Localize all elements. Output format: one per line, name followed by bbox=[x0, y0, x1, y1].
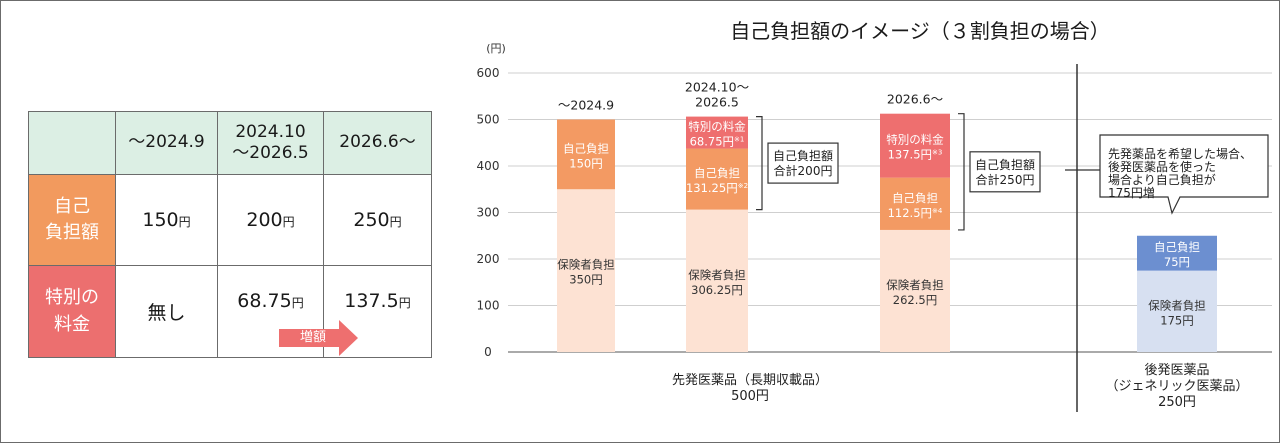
cell-unit: 円 bbox=[398, 296, 411, 310]
chart-title: 自己負担額のイメージ（３割負担の場合） bbox=[730, 19, 1110, 43]
segment-value: 350円 bbox=[569, 273, 602, 287]
bar-segment-generic_copay bbox=[1137, 235, 1217, 271]
segment-value: 75円 bbox=[1164, 255, 1190, 269]
cell-value: 150 bbox=[142, 209, 179, 231]
row-header-special-fee: 特別の 料金 bbox=[28, 265, 116, 358]
segment-label: 自己負担 bbox=[694, 166, 740, 180]
table-cell: 250円 bbox=[323, 174, 432, 266]
callout-bubble bbox=[1099, 134, 1269, 215]
y-tick-label: 200 bbox=[477, 252, 500, 266]
copay-chart: 自己負担額のイメージ（３割負担の場合） (円) 0 100 200 300 400 500 60… bbox=[477, 19, 1272, 412]
cell-value: 200 bbox=[246, 209, 283, 231]
bar-segment-special bbox=[880, 113, 950, 178]
table-row: 自己 負担額 150円 200円 250円 bbox=[28, 174, 432, 266]
bracket-line bbox=[958, 113, 965, 231]
bar-segment-insurer bbox=[686, 209, 748, 352]
total-label: 自己負担額合計250円 bbox=[975, 158, 1035, 187]
y-tick-label: 300 bbox=[477, 206, 500, 220]
cell-unit: 円 bbox=[178, 215, 191, 229]
bracket-line bbox=[756, 115, 763, 211]
column-header-text: 2024.10 ～2026.5 bbox=[232, 121, 309, 163]
segment-label: 自己負担 bbox=[892, 191, 938, 205]
bar-segment-copay bbox=[557, 119, 615, 190]
y-tick-label: 500 bbox=[477, 113, 500, 127]
table-row: 特別の 料金 無し 68.75円 137.5円 bbox=[28, 265, 432, 358]
segment-label: 保険者負担 bbox=[886, 278, 944, 292]
bar-segment-insurer bbox=[557, 189, 615, 352]
bar-top-label: 2026.6～ bbox=[887, 92, 943, 107]
cell-unit: 円 bbox=[389, 215, 402, 229]
bar-segment-insurer bbox=[880, 229, 950, 352]
segment-label: 特別の料金 bbox=[886, 133, 944, 147]
table-cell: 150円 bbox=[115, 174, 218, 266]
bar-segment-generic_insurer bbox=[1137, 270, 1217, 352]
comparison-table: ～2024.9 2024.10 ～2026.5 2026.6～ 自己 負担額 1… bbox=[28, 111, 432, 358]
segment-value: 262.5円 bbox=[893, 293, 937, 307]
cell-unit: 円 bbox=[282, 215, 295, 229]
table-cell: 200円 bbox=[217, 174, 324, 266]
callout-text: 先発薬品を希望した場合、後発医薬品を使った場合より自己負担が 175円増 bbox=[1108, 146, 1252, 200]
segment-value: 131.25円※2 bbox=[686, 181, 748, 195]
segment-value: 150円 bbox=[569, 156, 602, 170]
segment-label: 自己負担 bbox=[563, 141, 609, 155]
total-label: 自己負担額合計200円 bbox=[773, 149, 833, 178]
total-box bbox=[969, 151, 1041, 193]
y-axis-unit: (円) bbox=[486, 42, 506, 55]
y-tick-label: 100 bbox=[477, 299, 500, 313]
increase-arrow-icon bbox=[279, 320, 358, 356]
row-header-copay: 自己 負担額 bbox=[28, 174, 116, 266]
column-header: ～2024.9 bbox=[115, 111, 218, 175]
table-corner-cell bbox=[28, 111, 116, 175]
group-label: 先発医薬品（長期収載品） 500円 bbox=[672, 373, 828, 404]
cell-value: 無し bbox=[147, 302, 186, 324]
segment-label: 保険者負担 bbox=[557, 258, 615, 272]
bar-segment-special bbox=[686, 116, 748, 149]
table-cell: 無し bbox=[115, 265, 218, 358]
segment-value: 175円 bbox=[1160, 313, 1193, 327]
segment-value: 306.25円 bbox=[691, 283, 743, 297]
y-tick-label: 600 bbox=[477, 66, 500, 80]
bar-top-label: ～2024.9 bbox=[558, 98, 614, 113]
segment-value: 112.5円※4 bbox=[888, 206, 943, 220]
cell-value: 137.5 bbox=[344, 290, 399, 312]
increase-label: 増額 bbox=[299, 330, 326, 345]
column-header-text: 2026.6～ bbox=[339, 132, 416, 153]
cell-unit: 円 bbox=[291, 296, 304, 310]
segment-label: 自己負担 bbox=[1154, 240, 1200, 254]
segment-value: 137.5円※3 bbox=[888, 148, 943, 162]
cell-value: 250 bbox=[353, 209, 390, 231]
row-header-text: 特別の 料金 bbox=[45, 287, 99, 335]
column-header-text: ～2024.9 bbox=[128, 132, 205, 153]
column-header: 2024.10 ～2026.5 bbox=[217, 111, 324, 175]
bar-segment-copay bbox=[880, 177, 950, 230]
segment-label: 特別の料金 bbox=[688, 120, 746, 134]
segment-label: 保険者負担 bbox=[1148, 298, 1206, 312]
group-label: 後発医薬品（ジェネリック医薬品） 250円 bbox=[1105, 363, 1248, 410]
segment-label: 保険者負担 bbox=[688, 268, 746, 282]
bar-segment-copay bbox=[686, 148, 748, 210]
y-tick-label: 0 bbox=[484, 345, 492, 359]
segment-value: 68.75円※1 bbox=[690, 135, 745, 149]
bar-top-label: 2024.10～ 2026.5 bbox=[685, 80, 749, 110]
column-header: 2026.6～ bbox=[323, 111, 432, 175]
row-header-text: 自己 負担額 bbox=[45, 195, 99, 243]
y-tick-label: 400 bbox=[477, 159, 500, 173]
table-header-row: ～2024.9 2024.10 ～2026.5 2026.6～ bbox=[28, 111, 432, 175]
cell-value: 68.75 bbox=[237, 290, 292, 312]
total-box bbox=[767, 142, 839, 184]
